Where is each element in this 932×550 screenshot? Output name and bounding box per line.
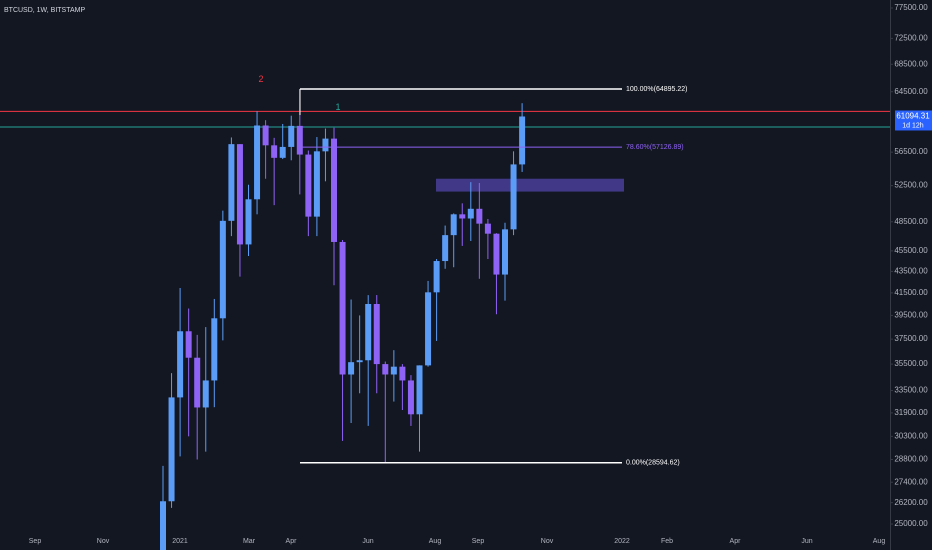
candle-body	[185, 331, 192, 358]
candle-body	[288, 125, 295, 147]
y-tick-label: 30300.00	[894, 431, 928, 440]
countdown-label: 1d 12h	[902, 122, 924, 129]
x-tick-label: Aug	[429, 538, 442, 545]
candle-body	[339, 241, 346, 375]
fib-label: 0.00%(28594.62)	[626, 460, 680, 467]
candle-body	[160, 501, 166, 550]
candle-body	[194, 357, 201, 408]
y-tick-label: 41500.00	[894, 288, 928, 297]
zone	[436, 178, 624, 192]
candle-body	[502, 229, 508, 275]
candle-body	[467, 208, 474, 219]
y-tick-label: 48500.00	[894, 217, 928, 226]
x-tick-label: Nov	[541, 538, 554, 545]
current-price-label: 61094.31	[896, 112, 930, 121]
candle-body	[245, 199, 252, 245]
current-price-box	[895, 110, 932, 131]
candle-body	[459, 214, 466, 219]
candle-body	[416, 365, 423, 415]
y-tick-label: 52500.00	[894, 181, 928, 190]
fib-label: 100.00%(64895.22)	[626, 86, 688, 93]
candle-body	[211, 318, 218, 381]
chart-title: BTCUSD, 1W, BITSTAMP	[4, 7, 85, 14]
candle-body	[313, 151, 320, 217]
y-tick-label: 25000.00	[894, 519, 928, 528]
candle-body	[305, 154, 312, 217]
x-tick-label: 2022	[614, 538, 630, 545]
candle-body	[493, 233, 500, 275]
x-tick-label: Apr	[286, 538, 298, 545]
candle-body	[202, 380, 209, 408]
x-tick-label: 2021	[172, 538, 188, 545]
candle-body	[390, 366, 397, 375]
candle-body	[177, 331, 184, 398]
candle-body	[476, 208, 483, 224]
candle-body	[450, 214, 457, 236]
y-tick-label: 43500.00	[894, 267, 928, 276]
candle-body	[519, 116, 526, 165]
candle-body	[262, 125, 269, 146]
x-tick-label: Nov	[97, 538, 110, 545]
x-tick-label: Feb	[661, 538, 673, 545]
y-tick-label: 37500.00	[894, 334, 928, 343]
candle-body	[168, 397, 175, 502]
y-tick-label: 72500.00	[894, 34, 928, 43]
y-tick-label: 33500.00	[894, 386, 928, 395]
fib-label: 78.60%(57126.89)	[626, 144, 684, 151]
y-tick-label: 45500.00	[894, 246, 928, 255]
candle-body	[322, 138, 329, 152]
candle-body	[219, 220, 226, 319]
candle-body	[356, 360, 363, 363]
candle-body	[399, 366, 406, 381]
candle-body	[279, 146, 286, 158]
x-tick-label: Jun	[362, 538, 373, 545]
candle-body	[425, 292, 432, 366]
y-tick-label: 68500.00	[894, 59, 928, 68]
candle-body	[373, 303, 380, 365]
candle-body	[382, 364, 389, 375]
candle-body	[442, 235, 449, 262]
y-tick-label: 26200.00	[894, 498, 928, 507]
candle-body	[236, 144, 243, 245]
y-tick-label: 39500.00	[894, 311, 928, 320]
candle-body	[433, 261, 440, 293]
y-tick-label: 28800.00	[894, 455, 928, 464]
y-tick-label: 31900.00	[894, 408, 928, 417]
candle-body	[296, 125, 303, 155]
y-tick-label: 64500.00	[894, 87, 928, 96]
candle-body	[484, 223, 491, 234]
candle-body	[407, 380, 414, 415]
x-tick-label: Mar	[243, 538, 256, 545]
y-tick-label: 56500.00	[894, 147, 928, 156]
x-tick-label: Sep	[29, 538, 42, 545]
candle-body	[254, 125, 261, 200]
x-tick-label: Aug	[873, 538, 886, 545]
candle-body	[510, 164, 517, 230]
x-tick-label: Sep	[472, 538, 485, 545]
wave-label: 1	[335, 102, 340, 112]
candle-body	[365, 303, 372, 361]
candle-body	[271, 145, 278, 158]
y-tick-label: 77500.00	[894, 3, 928, 12]
x-tick-label: Jun	[801, 538, 812, 545]
candle-body	[348, 362, 355, 375]
y-tick-label: 35500.00	[894, 359, 928, 368]
candle-body	[228, 144, 235, 221]
x-tick-label: Apr	[730, 538, 742, 545]
wave-label: 2	[258, 74, 263, 84]
candle-body	[331, 138, 337, 242]
y-tick-label: 27400.00	[894, 477, 928, 486]
